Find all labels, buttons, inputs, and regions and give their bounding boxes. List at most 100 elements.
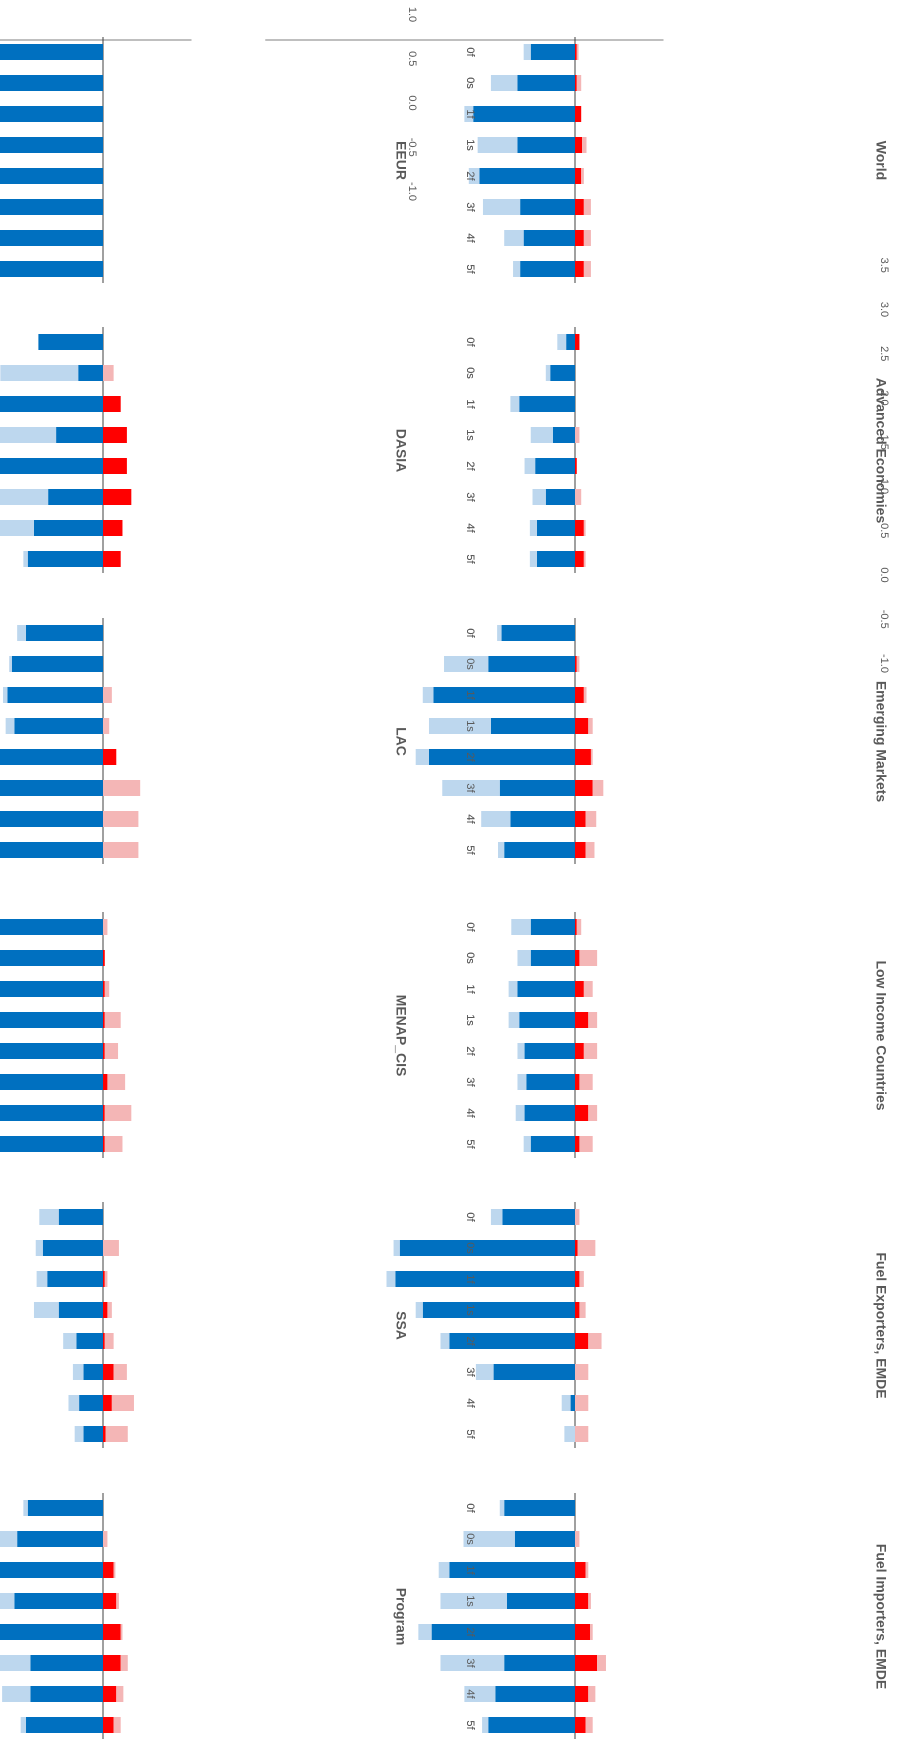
category-label: 4f	[464, 233, 476, 243]
bar-light-red	[585, 1717, 593, 1733]
bar-dark-red	[575, 137, 583, 153]
bar-light-blue	[0, 365, 79, 381]
bar-dark-blue	[56, 427, 103, 443]
bar-dark-red	[575, 199, 584, 215]
category-label: 5f	[464, 1720, 476, 1730]
category-label: 4f	[464, 1108, 476, 1118]
bar-dark-red	[575, 1333, 589, 1349]
bar-dark-blue	[473, 106, 575, 122]
bar-light-blue	[529, 551, 537, 567]
bar-light-red	[104, 1012, 121, 1028]
bar-light-blue	[33, 1302, 59, 1318]
category-label: 2f	[464, 461, 476, 471]
bar-dark-blue	[520, 199, 575, 215]
bar-dark-blue	[501, 625, 575, 641]
bar-light-red	[597, 1655, 606, 1671]
bar-light-blue	[438, 1562, 450, 1578]
category-label: 0s	[464, 77, 476, 89]
bar-dark-red	[575, 1624, 591, 1640]
category-label: 0f	[464, 922, 476, 932]
bar-light-red	[577, 1240, 596, 1256]
category-label: 5f	[464, 554, 476, 564]
bar-light-blue	[523, 44, 531, 60]
category-label: 5f	[464, 1139, 476, 1149]
bar-dark-blue	[0, 1105, 103, 1121]
category-label: 2f	[464, 171, 476, 181]
bar-light-blue	[482, 1717, 489, 1733]
panel-title: SSA	[393, 1311, 409, 1340]
bar-light-blue	[428, 718, 491, 734]
bar-dark-red	[575, 1686, 589, 1702]
bar-light-blue	[415, 749, 429, 765]
bar-light-red	[588, 1593, 591, 1609]
bar-dark-blue	[27, 1500, 103, 1516]
bar-light-blue	[2, 1686, 31, 1702]
bar-dark-blue	[510, 811, 575, 827]
bar-dark-blue	[517, 981, 575, 997]
panel: SSA 0f 0s 1f 1s 2f 3f 4f 5f	[33, 1202, 476, 1448]
category-label: 1f	[464, 1274, 476, 1284]
bar-light-red	[104, 981, 110, 997]
bar-dark-blue	[0, 199, 103, 215]
bar-light-blue	[517, 1074, 527, 1090]
bar-light-blue	[499, 1500, 505, 1516]
tick-label: 3.5	[878, 258, 890, 273]
panel: Low Income Countries 0f 0s 1f 1s 2f 3f 4f 5f	[464, 912, 889, 1158]
bar-dark-red	[575, 44, 577, 60]
bar-light-blue	[23, 551, 28, 567]
category-label: 0f	[464, 628, 476, 638]
bar-light-blue	[464, 1686, 496, 1702]
bar-light-red	[585, 842, 595, 858]
category-label: 2f	[464, 1046, 476, 1056]
bar-light-blue	[497, 625, 502, 641]
bar-light-red	[104, 1136, 123, 1152]
bar-dark-blue	[0, 780, 103, 796]
bar-light-red	[575, 1364, 589, 1380]
bar-dark-red	[103, 1624, 121, 1640]
bar-dark-red	[575, 458, 577, 474]
bar-light-red	[111, 1395, 134, 1411]
panel: Emerging Markets 0f 0s 1f 1s 2f 3f 4f 5f	[415, 618, 889, 864]
bar-dark-blue	[0, 106, 103, 122]
bar-light-red	[103, 687, 112, 703]
bar-light-blue	[532, 489, 546, 505]
bar-dark-blue	[520, 261, 575, 277]
bar-dark-red	[575, 1562, 586, 1578]
category-label: 0f	[464, 628, 476, 638]
bar-light-blue	[510, 396, 520, 412]
bar-light-blue	[530, 427, 553, 443]
bar-light-blue	[20, 1717, 27, 1733]
category-label: 2f	[464, 752, 476, 762]
bar-dark-red	[575, 1074, 580, 1090]
category-label: 0s	[464, 1533, 476, 1545]
bar-dark-red	[103, 1136, 105, 1152]
bar-dark-blue	[479, 168, 575, 184]
category-label: 1f	[464, 690, 476, 700]
category-label: 1s	[464, 429, 476, 441]
category-label: 3f	[464, 1077, 476, 1087]
bar-dark-red	[575, 230, 584, 246]
bar-light-red	[583, 551, 586, 567]
bar-dark-red	[103, 1333, 105, 1349]
bar-light-red	[583, 230, 591, 246]
bar-dark-red	[575, 106, 582, 122]
bar-light-blue	[418, 1624, 432, 1640]
panel-title: Advanced Economies	[873, 378, 889, 524]
bar-light-blue	[504, 230, 524, 246]
bar-dark-red	[103, 1655, 121, 1671]
bar-dark-red	[575, 1593, 589, 1609]
bar-dark-red	[575, 1655, 598, 1671]
bar-light-red	[107, 1074, 126, 1090]
bar-dark-blue	[33, 520, 103, 536]
bar-light-red	[585, 811, 597, 827]
bar-light-red	[105, 1426, 128, 1442]
bar-light-blue	[386, 1271, 396, 1287]
bar-light-blue	[2, 687, 8, 703]
panel: LAC 0f 0s 1f 1s 2f 3f 4f 5f	[0, 618, 476, 864]
bar-dark-blue	[30, 1686, 103, 1702]
category-label: 0s	[464, 77, 476, 89]
bar-light-blue	[0, 1655, 31, 1671]
bar-light-blue	[517, 950, 531, 966]
category-label: 0f	[464, 922, 476, 932]
bar-light-red	[575, 489, 582, 505]
